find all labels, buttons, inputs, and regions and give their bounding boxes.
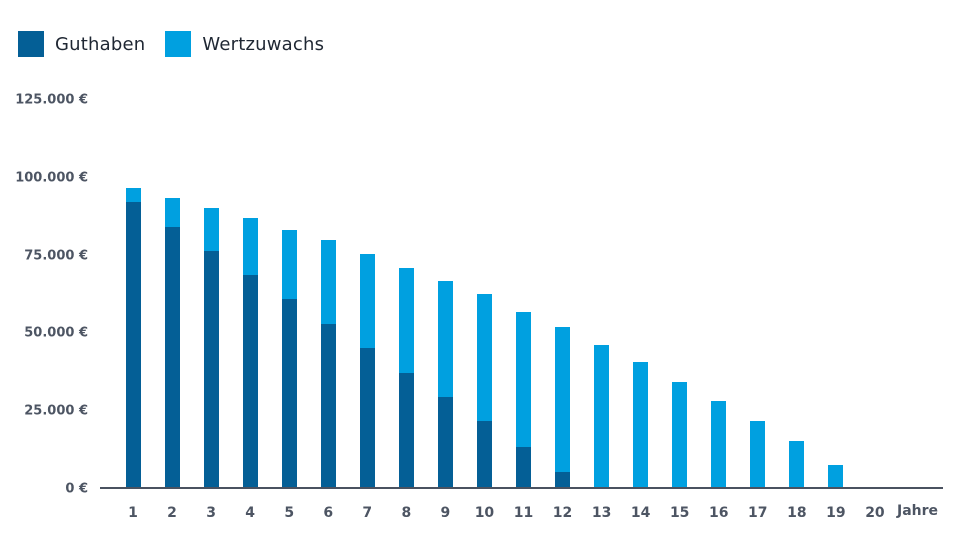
bar-year-13 bbox=[594, 344, 610, 488]
bar-year-18 bbox=[789, 441, 805, 488]
bar-segment-wertzuwachs bbox=[164, 198, 180, 227]
bar-segment-wertzuwachs bbox=[242, 218, 258, 275]
bar-segment-guthaben bbox=[359, 348, 375, 488]
bar-segment-wertzuwachs bbox=[594, 344, 610, 488]
bar-year-4 bbox=[242, 218, 258, 488]
bar-segment-wertzuwachs bbox=[125, 187, 141, 202]
x-tick-19: 19 bbox=[826, 505, 846, 521]
x-tick-9: 9 bbox=[440, 505, 451, 521]
x-tick-14: 14 bbox=[630, 505, 651, 521]
bar-segment-wertzuwachs bbox=[398, 268, 414, 373]
x-tick-5: 5 bbox=[284, 505, 295, 521]
bar-segment-wertzuwachs bbox=[789, 441, 805, 488]
bar-year-14 bbox=[633, 362, 649, 488]
bar-segment-wertzuwachs bbox=[437, 280, 453, 397]
x-tick-7: 7 bbox=[362, 505, 373, 521]
bar-segment-guthaben bbox=[125, 201, 141, 488]
bar-year-5 bbox=[281, 229, 297, 488]
bar-segment-wertzuwachs bbox=[320, 240, 336, 325]
wertzuwachs-swatch-icon bbox=[165, 31, 192, 57]
y-tick-100000: 100.000 € bbox=[15, 170, 88, 186]
y-tick-50000: 50.000 € bbox=[24, 325, 88, 341]
y-tick-0: 0 € bbox=[65, 481, 88, 497]
x-axis-line bbox=[100, 487, 943, 489]
x-tick-17: 17 bbox=[748, 505, 768, 521]
bar-year-16 bbox=[711, 400, 727, 488]
bar-segment-wertzuwachs bbox=[711, 400, 727, 488]
bar-segment-guthaben bbox=[164, 226, 180, 488]
legend-item-guthaben: Guthaben bbox=[18, 31, 145, 57]
bar-segment-wertzuwachs bbox=[828, 465, 844, 488]
bar-year-9 bbox=[437, 280, 453, 488]
bar-segment-wertzuwachs bbox=[516, 311, 531, 447]
y-tick-25000: 25.000 € bbox=[24, 403, 88, 419]
x-tick-11: 11 bbox=[513, 505, 534, 521]
y-tick-75000: 75.000 € bbox=[24, 248, 88, 264]
legend-label-wertzuwachs: Wertzuwachs bbox=[202, 33, 325, 55]
bar-segment-wertzuwachs bbox=[203, 208, 219, 252]
x-tick-2: 2 bbox=[167, 505, 177, 521]
x-tick-4: 4 bbox=[245, 505, 256, 521]
x-tick-3: 3 bbox=[206, 505, 216, 521]
bar-year-3 bbox=[203, 208, 219, 488]
bar-year-6 bbox=[320, 240, 336, 488]
bar-segment-guthaben bbox=[437, 396, 453, 488]
bar-year-1 bbox=[125, 187, 141, 488]
bar-segment-guthaben bbox=[203, 251, 219, 488]
x-tick-8: 8 bbox=[401, 505, 412, 521]
x-axis-unit-label: Jahre bbox=[897, 503, 939, 519]
bar-year-8 bbox=[398, 268, 414, 488]
bar-segment-wertzuwachs bbox=[476, 293, 492, 422]
bar-segment-wertzuwachs bbox=[281, 229, 297, 299]
x-tick-15: 15 bbox=[669, 505, 690, 521]
bar-segment-guthaben bbox=[281, 298, 297, 488]
bar-year-2 bbox=[164, 198, 180, 488]
bar-segment-guthaben bbox=[476, 421, 492, 488]
bar-segment-wertzuwachs bbox=[555, 326, 571, 473]
bar-segment-wertzuwachs bbox=[672, 381, 688, 488]
x-tick-16: 16 bbox=[709, 505, 729, 521]
bar-segment-guthaben bbox=[242, 274, 258, 488]
bar-year-19 bbox=[828, 465, 844, 488]
bar-segment-guthaben bbox=[398, 372, 414, 488]
bar-year-12 bbox=[555, 326, 571, 488]
legend-item-wertzuwachs: Wertzuwachs bbox=[165, 31, 324, 57]
bar-year-11 bbox=[516, 311, 531, 488]
bar-year-10 bbox=[476, 293, 492, 488]
x-tick-1: 1 bbox=[128, 505, 138, 521]
x-tick-6: 6 bbox=[323, 505, 334, 521]
x-tick-13: 13 bbox=[591, 505, 612, 521]
x-tick-12: 12 bbox=[552, 505, 573, 521]
bar-year-7 bbox=[359, 254, 375, 488]
bar-segment-wertzuwachs bbox=[359, 254, 375, 349]
guthaben-swatch-icon bbox=[18, 31, 44, 57]
x-tick-10: 10 bbox=[474, 505, 495, 521]
bar-segment-wertzuwachs bbox=[750, 421, 766, 488]
bar-year-17 bbox=[750, 421, 766, 488]
x-tick-18: 18 bbox=[787, 505, 807, 521]
bar-year-15 bbox=[672, 381, 688, 488]
y-tick-125000: 125.000 € bbox=[15, 92, 88, 108]
bar-segment-wertzuwachs bbox=[633, 362, 649, 488]
legend-label-guthaben: Guthaben bbox=[55, 33, 146, 55]
chart-legend: Guthaben Wertzuwachs bbox=[18, 31, 344, 57]
x-tick-20: 20 bbox=[865, 505, 885, 521]
bar-segment-guthaben bbox=[555, 472, 571, 488]
bar-segment-guthaben bbox=[320, 324, 336, 488]
bar-segment-guthaben bbox=[516, 446, 531, 488]
